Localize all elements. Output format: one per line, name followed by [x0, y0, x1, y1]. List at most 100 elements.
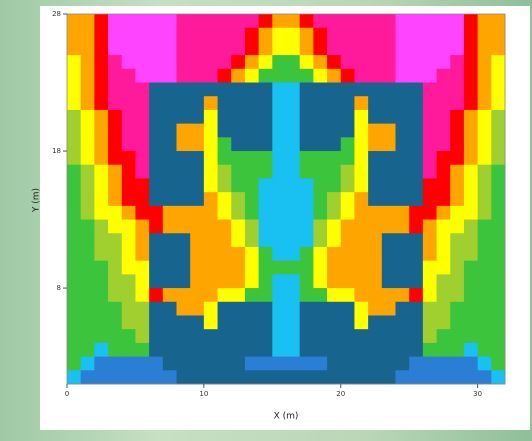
cell	[437, 124, 451, 138]
cell	[149, 69, 163, 83]
cell	[437, 178, 451, 192]
cell	[423, 14, 437, 28]
cell	[354, 192, 368, 206]
cell	[231, 178, 245, 192]
cell	[396, 55, 410, 69]
cell	[341, 274, 355, 288]
cell	[163, 178, 177, 192]
cell	[396, 247, 410, 261]
cell	[122, 165, 136, 179]
cell	[382, 302, 396, 316]
cell	[177, 124, 191, 138]
cell	[218, 28, 232, 42]
cell	[149, 110, 163, 124]
cell	[478, 110, 492, 124]
cell	[259, 41, 273, 55]
cell	[341, 96, 355, 110]
cell	[245, 151, 259, 165]
cell	[122, 151, 136, 165]
cell	[341, 83, 355, 97]
cell	[286, 288, 300, 302]
cell	[190, 55, 204, 69]
cell	[491, 192, 505, 206]
cell	[149, 14, 163, 28]
cell	[190, 41, 204, 55]
cell	[437, 110, 451, 124]
cell	[491, 55, 505, 69]
cell	[190, 206, 204, 220]
cell	[368, 274, 382, 288]
cell	[341, 220, 355, 234]
cell	[67, 357, 81, 371]
cell	[368, 14, 382, 28]
cell	[204, 55, 218, 69]
cell	[354, 288, 368, 302]
cell	[94, 220, 108, 234]
cell	[149, 220, 163, 234]
cell	[300, 110, 314, 124]
cell	[286, 178, 300, 192]
cell	[382, 247, 396, 261]
cell	[396, 165, 410, 179]
cell	[81, 14, 95, 28]
cell	[300, 261, 314, 275]
cell	[396, 357, 410, 371]
cell	[81, 261, 95, 275]
cell	[177, 302, 191, 316]
cell	[67, 370, 81, 384]
cell	[190, 124, 204, 138]
cell	[245, 370, 259, 384]
cell	[135, 96, 149, 110]
cell	[135, 14, 149, 28]
cell	[300, 220, 314, 234]
cell	[409, 14, 423, 28]
cell	[218, 343, 232, 357]
cell	[94, 151, 108, 165]
cell	[327, 165, 341, 179]
cell	[382, 28, 396, 42]
cell	[149, 329, 163, 343]
cell	[300, 302, 314, 316]
cell	[177, 370, 191, 384]
cell	[67, 233, 81, 247]
cell	[491, 233, 505, 247]
cell	[313, 315, 327, 329]
cell	[190, 233, 204, 247]
cell	[478, 83, 492, 97]
cell	[190, 302, 204, 316]
cell	[135, 178, 149, 192]
cell	[327, 124, 341, 138]
cell	[396, 274, 410, 288]
cell	[478, 55, 492, 69]
cell	[231, 124, 245, 138]
cell	[382, 288, 396, 302]
cell	[286, 55, 300, 69]
cell	[190, 151, 204, 165]
cell	[177, 329, 191, 343]
cell	[231, 220, 245, 234]
cell	[409, 151, 423, 165]
y-tick-label: 18	[52, 147, 61, 155]
cell	[341, 288, 355, 302]
cell	[327, 178, 341, 192]
cell	[341, 329, 355, 343]
cell	[354, 55, 368, 69]
cell	[94, 28, 108, 42]
cell	[122, 247, 136, 261]
cell	[218, 261, 232, 275]
cell	[437, 55, 451, 69]
cell	[396, 192, 410, 206]
cell	[409, 329, 423, 343]
cell	[204, 247, 218, 261]
cell	[409, 192, 423, 206]
cell	[491, 288, 505, 302]
cell	[259, 151, 273, 165]
cell	[272, 206, 286, 220]
cell	[313, 55, 327, 69]
cell	[327, 288, 341, 302]
cell	[231, 96, 245, 110]
cell	[491, 110, 505, 124]
cell	[67, 110, 81, 124]
cell	[437, 370, 451, 384]
cell	[94, 14, 108, 28]
